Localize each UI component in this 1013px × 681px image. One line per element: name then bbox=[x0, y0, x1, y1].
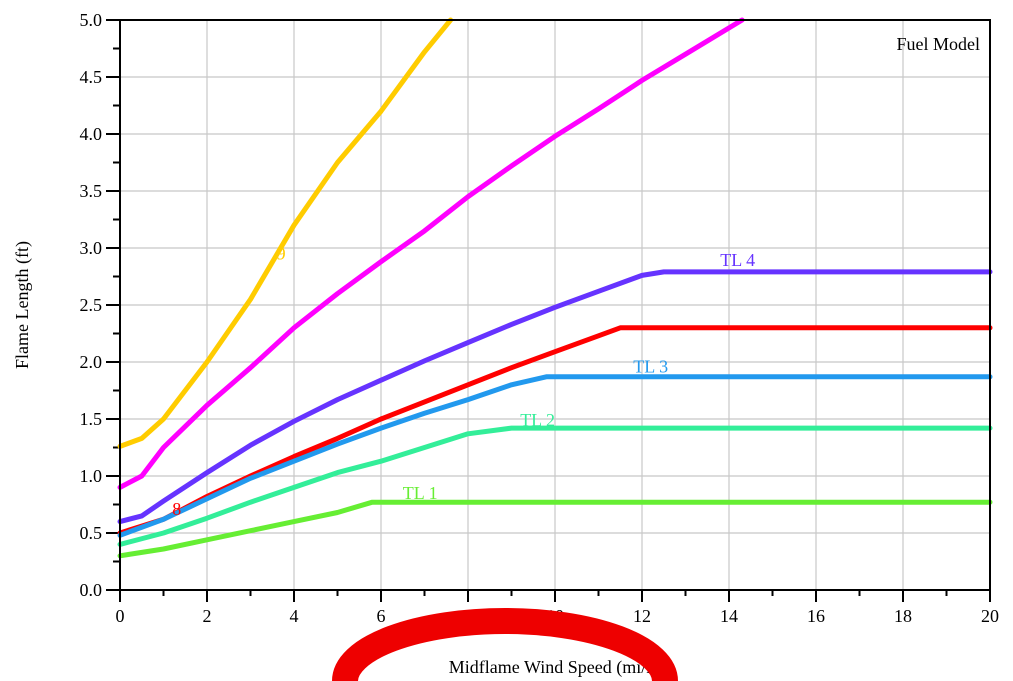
series-label-9: 9 bbox=[277, 243, 286, 263]
y-tick-label: 2.5 bbox=[80, 295, 103, 315]
plot-area-frame bbox=[119, 19, 991, 591]
y-tick-label: 4.0 bbox=[80, 124, 103, 144]
series-line-tl-3 bbox=[117, 374, 993, 538]
x-tick-label: 14 bbox=[720, 606, 738, 626]
series-line-tl-1 bbox=[117, 499, 993, 559]
series-label-tl-2: TL 2 bbox=[520, 410, 555, 430]
series-label-tl-4: TL 4 bbox=[720, 250, 755, 270]
x-tick-label: 2 bbox=[203, 606, 212, 626]
series-label-tl-3: TL 3 bbox=[633, 356, 668, 376]
series-line-tl-2 bbox=[117, 425, 993, 547]
red-circle-annotation bbox=[332, 608, 678, 681]
x-tick-label: 18 bbox=[894, 606, 912, 626]
x-axis-title: Midflame Wind Speed (mi/h) bbox=[449, 657, 661, 678]
y-tick-label: 0.5 bbox=[80, 523, 103, 543]
series-line-9 bbox=[117, 17, 454, 449]
y-tick-label: 3.0 bbox=[80, 238, 103, 258]
y-tick-label: 5.0 bbox=[80, 10, 103, 30]
axis-tick-labels: 0 2 4 6 8 10 12 14 16 18 200.00.51.01.52.02.53.03.… bbox=[80, 10, 1000, 626]
y-tick-label: 0.0 bbox=[80, 580, 103, 600]
x-tick-label: 16 bbox=[807, 606, 825, 626]
x-tick-label: 0 bbox=[116, 606, 125, 626]
x-tick-label: 6 bbox=[377, 606, 386, 626]
series-line-unlabeled-1 bbox=[117, 17, 745, 490]
series-labels: 9 TL 4 8 TL 3 TL 2 TL 1 bbox=[172, 243, 755, 518]
y-tick-label: 3.5 bbox=[80, 181, 103, 201]
y-tick-label: 2.0 bbox=[80, 352, 103, 372]
legend-title: Fuel Model bbox=[897, 34, 981, 54]
series-line-tl-4 bbox=[117, 269, 993, 525]
series-label-tl-1: TL 1 bbox=[403, 483, 438, 503]
x-tick-label: 4 bbox=[290, 606, 299, 626]
x-tick-label: 20 bbox=[981, 606, 999, 626]
series-lines bbox=[117, 17, 993, 559]
y-tick-label: 4.5 bbox=[80, 67, 103, 87]
y-tick-label: 1.5 bbox=[80, 409, 103, 429]
series-label-8: 8 bbox=[172, 499, 181, 519]
x-tick-label: 12 bbox=[633, 606, 651, 626]
y-axis-title: Flame Length (ft) bbox=[12, 241, 33, 369]
y-tick-label: 1.0 bbox=[80, 466, 103, 486]
